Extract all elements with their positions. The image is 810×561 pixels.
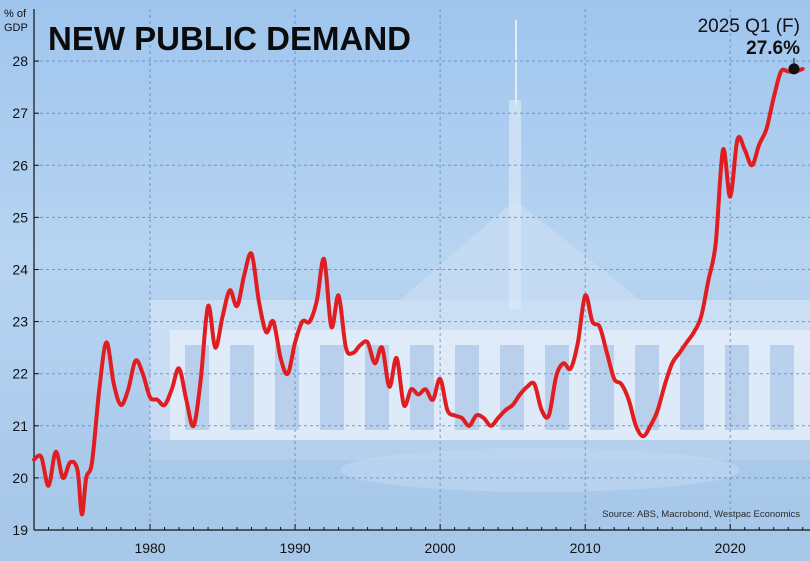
x-tick-label: 2010 <box>570 540 601 556</box>
y-tick-label: 23 <box>12 314 28 330</box>
source-note: Source: ABS, Macrobond, Westpac Economic… <box>602 509 800 520</box>
chart-title: NEW PUBLIC DEMAND <box>48 20 411 57</box>
x-tick-label: 1990 <box>280 540 311 556</box>
y-unit-label-line2: GDP <box>4 22 28 34</box>
end-point-marker <box>788 63 800 75</box>
y-tick-labels: 19 20 21 22 23 24 25 26 27 28 <box>12 53 28 538</box>
y-tick-label: 22 <box>12 366 28 382</box>
y-tick-label: 19 <box>12 522 28 538</box>
x-tick-label: 1980 <box>134 540 165 556</box>
x-tick-label: 2020 <box>715 540 746 556</box>
y-tick-label: 20 <box>12 470 28 486</box>
y-tick-label: 24 <box>12 262 28 278</box>
series-line <box>32 66 805 517</box>
x-tick-label: 2000 <box>425 540 456 556</box>
y-tick-label: 26 <box>12 157 28 173</box>
y-unit-label-line1: % of <box>4 8 27 20</box>
y-tick-label: 25 <box>12 209 28 225</box>
y-tick-label: 28 <box>12 53 28 69</box>
grid-lines <box>34 9 810 530</box>
axes <box>33 9 810 531</box>
callout-period-label: 2025 Q1 (F) <box>698 16 800 37</box>
y-tick-label: 21 <box>12 418 28 434</box>
x-tick-labels: 1980 1990 2000 2010 2020 <box>134 540 746 556</box>
y-tick-label: 27 <box>12 105 28 121</box>
callout-value-label: 27.6% <box>746 38 800 59</box>
